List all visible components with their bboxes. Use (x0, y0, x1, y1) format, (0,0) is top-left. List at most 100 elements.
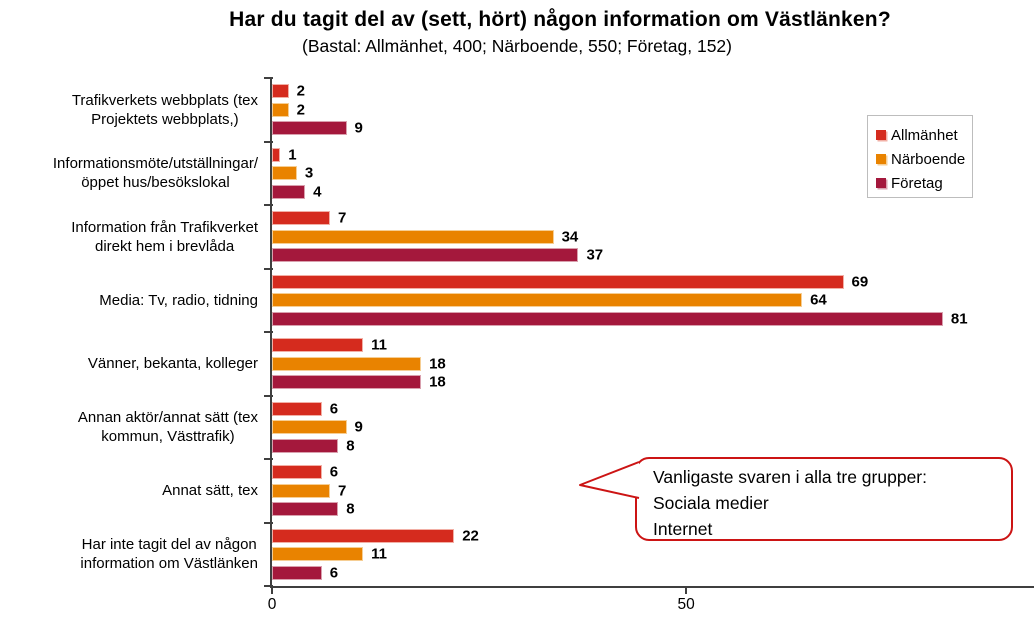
bar-närboende-cat6 (272, 420, 347, 435)
bar-allmänhet-cat6 (272, 401, 322, 416)
value-label-allmänhet-cat7: 6 (329, 463, 339, 481)
x-axis-line (270, 586, 1034, 588)
chart-subtitle: (Bastal: Allmänhet, 400; Närboende, 550;… (302, 36, 732, 56)
x-axis-tick-labels: 0 50 (268, 596, 1034, 616)
value-label-företag-cat2: 4 (313, 183, 322, 201)
bar-företag-cat8 (272, 565, 322, 580)
legend-item-närboende: Närboende (876, 147, 972, 171)
category-axis-labels: Trafikverkets webbplats (tex Projektets … (0, 78, 272, 586)
category-label-text: Annan aktör/annat sätt (tex kommun, Väst… (77, 409, 258, 446)
value-label-allmänhet-cat6: 6 (329, 400, 339, 418)
category-label: Informationsmöte/utställningar/ öppet hu… (0, 142, 258, 206)
value-label-företag-cat4: 81 (950, 310, 968, 328)
legend-marker-icon (876, 178, 886, 188)
value-label-närboende-cat1: 2 (296, 101, 305, 119)
category-label-text: Vänner, bekanta, kolleger (87, 355, 258, 373)
legend-label: Närboende (891, 150, 966, 168)
bar-närboende-cat3 (272, 229, 554, 244)
value-label-företag-cat6: 8 (346, 437, 355, 455)
category-label-text: Trafikverkets webbplats (tex Projektets … (71, 91, 258, 128)
value-label-närboende-cat3: 34 (561, 228, 579, 246)
value-label-allmänhet-cat1: 2 (296, 82, 305, 100)
callout-tail (579, 461, 640, 499)
legend-marker-icon (876, 130, 886, 140)
legend-marker-icon (876, 154, 886, 164)
bar-allmänhet-cat7 (272, 465, 322, 480)
value-label-företag-cat8: 6 (329, 564, 339, 582)
value-label-närboende-cat6: 9 (354, 418, 363, 436)
y-axis-tick (264, 77, 273, 79)
legend: Allmänhet Närboende Företag (867, 115, 973, 198)
category-label-text: Har inte tagit del av någon information … (80, 536, 258, 573)
legend-label: Allmänhet (891, 126, 958, 144)
callout-line-2: Sociala medier (653, 493, 769, 513)
y-axis-tick (264, 140, 273, 143)
bar-allmänhet-cat5 (272, 338, 364, 353)
category-label-text: Informationsmöte/utställningar/ öppet hu… (52, 155, 258, 192)
bar-närboende-cat1 (272, 102, 289, 117)
bar-företag-cat1 (272, 121, 347, 136)
y-axis-tick (264, 267, 273, 270)
bar-närboende-cat8 (272, 547, 364, 562)
bar-företag-cat7 (272, 502, 339, 517)
plot-area: 2 2 9 1 3 4 7 34 37 69 64 81 11 18 18 6 9 8 6 7 8 22 11 6 (264, 77, 1034, 594)
bar-närboende-cat4 (272, 293, 803, 308)
bar-närboende-cat2 (272, 166, 297, 181)
value-label-närboende-cat5: 18 (429, 355, 446, 373)
category-label-text: Media: Tv, radio, tidning (99, 291, 258, 309)
bar-företag-cat4 (272, 311, 943, 326)
value-label-allmänhet-cat3: 7 (337, 209, 347, 227)
y-axis-tick (264, 521, 273, 524)
bar-företag-cat6 (272, 438, 339, 453)
legend-item-företag: Företag (876, 171, 972, 195)
category-label: Trafikverkets webbplats (tex Projektets … (0, 78, 258, 142)
bar-allmänhet-cat3 (272, 211, 330, 226)
value-label-allmänhet-cat8: 22 (462, 527, 479, 545)
value-label-allmänhet-cat4: 69 (851, 273, 869, 291)
value-label-allmänhet-cat2: 1 (288, 146, 297, 164)
category-label: Media: Tv, radio, tidning (0, 269, 258, 333)
chart-title: Har du tagit del av (sett, hört) någon i… (229, 8, 891, 31)
category-label-text: Information från Trafikverket direkt hem… (71, 218, 258, 255)
value-label-allmänhet-cat5: 11 (371, 336, 387, 354)
x-axis-tick (685, 588, 688, 594)
y-axis-tick (264, 394, 273, 397)
value-label-företag-cat3: 37 (586, 246, 604, 264)
bar-företag-cat5 (272, 375, 422, 390)
category-label: Information från Trafikverket direkt hem… (0, 205, 258, 269)
y-axis-tick (264, 331, 273, 333)
x-axis-tick (271, 588, 273, 594)
bar-närboende-cat5 (272, 356, 422, 371)
y-axis-tick (264, 204, 273, 206)
bar-företag-cat3 (272, 248, 579, 263)
x-axis-tick-label: 0 (267, 596, 277, 613)
y-axis-tick (264, 458, 273, 460)
bar-allmänhet-cat4 (272, 274, 844, 289)
value-label-närboende-cat8: 11 (371, 545, 387, 563)
bar-allmänhet-cat8 (272, 528, 455, 543)
callout: Vanligaste svaren i alla tre grupper: So… (579, 457, 1013, 542)
value-label-närboende-cat4: 64 (810, 291, 827, 309)
value-label-företag-cat5: 18 (429, 373, 446, 391)
callout-text: Vanligaste svaren i alla tre grupper: So… (637, 459, 1011, 542)
callout-line-3: Internet (653, 519, 713, 539)
category-label: Annat sätt, tex (0, 459, 258, 523)
legend-label: Företag (891, 174, 943, 192)
bar-allmänhet-cat1 (272, 84, 289, 99)
value-label-företag-cat7: 8 (346, 500, 355, 518)
bar-närboende-cat7 (272, 483, 330, 498)
bar-företag-cat2 (272, 184, 306, 199)
category-label: Annan aktör/annat sätt (tex kommun, Väst… (0, 396, 258, 460)
value-label-företag-cat1: 9 (354, 119, 363, 137)
bar-allmänhet-cat2 (272, 147, 281, 162)
value-label-närboende-cat2: 3 (304, 164, 314, 182)
y-axis-line (270, 78, 272, 588)
x-axis-tick-label: 50 (677, 596, 695, 613)
category-label: Har inte tagit del av någon information … (0, 523, 258, 587)
legend-item-allmänhet: Allmänhet (876, 123, 972, 147)
category-label-text: Annat sätt, tex (162, 482, 258, 500)
category-label: Vänner, bekanta, kolleger (0, 332, 258, 396)
callout-line-1: Vanligaste svaren i alla tre grupper: (653, 467, 927, 487)
y-axis-tick (264, 585, 273, 587)
